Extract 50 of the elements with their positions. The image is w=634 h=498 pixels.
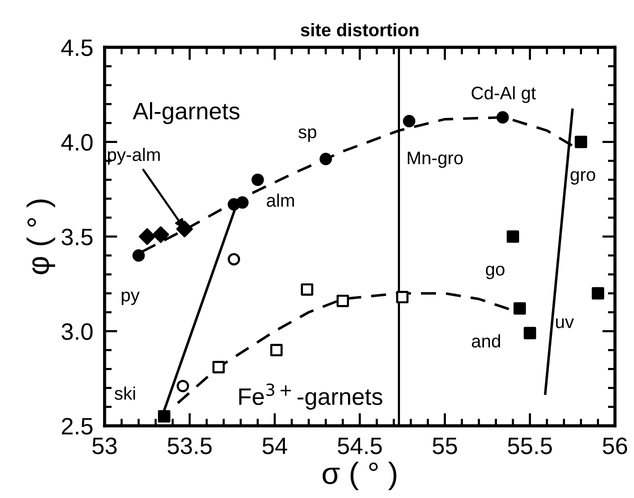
y-tick-label: 3.0 [62, 323, 93, 340]
point [524, 326, 536, 340]
y-tick-label: 4.0 [61, 134, 93, 151]
annotation: sp [298, 128, 316, 142]
point [336, 294, 349, 308]
chart-title: site distortion [300, 23, 418, 36]
point [212, 360, 225, 374]
y-axis-title: φ ( ° ) [26, 200, 56, 274]
annotation: Al-garnets [132, 102, 240, 124]
point [176, 380, 190, 392]
point [176, 220, 193, 238]
point [228, 253, 240, 266]
annotation: ski [114, 386, 136, 400]
y-tick-label: 2.5 [62, 418, 93, 435]
point [402, 114, 416, 128]
x-tick-label: 55 [432, 438, 457, 454]
point [132, 249, 145, 262]
annotation: py-alm [108, 148, 160, 165]
x-tick-label: 53.5 [168, 438, 212, 454]
annotation: gro [570, 171, 596, 185]
y-tick-label: 4.5 [61, 40, 93, 56]
point [252, 174, 264, 186]
point [138, 228, 156, 245]
annotation: alm [266, 194, 294, 207]
point [514, 302, 526, 315]
annotation: and [472, 334, 500, 348]
x-tick-label: 53 [92, 438, 117, 454]
annotation: Cd-Al gt [472, 86, 536, 104]
point [396, 290, 409, 304]
annotation: Fe$^{3+}$-garnets [239, 383, 382, 410]
point [496, 111, 509, 124]
annotation: go [486, 266, 504, 280]
x-axis-title: σ ( ° ) [322, 462, 396, 490]
x-tick-label: 54.5 [338, 438, 382, 454]
x-tick-label: 56 [602, 438, 628, 454]
point [506, 230, 520, 243]
annotation: uv [556, 318, 574, 328]
y-tick-label: 3.5 [62, 228, 93, 246]
point [574, 136, 588, 148]
point [300, 283, 314, 296]
point [236, 196, 249, 209]
annotation: Mn-gro [408, 152, 463, 168]
x-tick-label: 54 [262, 438, 288, 454]
point [152, 226, 170, 243]
point [320, 152, 332, 166]
x-tick-label: 55.5 [508, 438, 552, 454]
point [158, 410, 170, 423]
point [270, 344, 283, 356]
annotation: py [122, 292, 140, 306]
point [592, 287, 604, 300]
